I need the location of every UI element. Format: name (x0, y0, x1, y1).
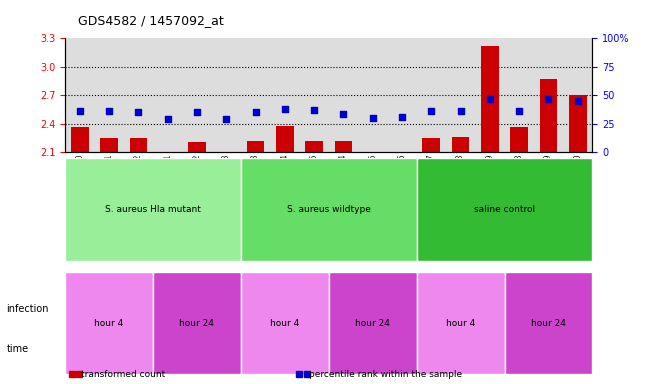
Bar (335, 141, 352, 152)
Bar (422, 138, 440, 152)
Point (543, 96, 553, 102)
FancyBboxPatch shape (417, 272, 505, 374)
Bar (100, 138, 118, 152)
Text: time: time (7, 344, 29, 354)
Text: hour 4: hour 4 (446, 319, 475, 328)
Point (572, 98, 583, 104)
Bar (188, 142, 206, 152)
Text: percentile rank within the sample: percentile rank within the sample (309, 370, 462, 379)
Point (250, 109, 260, 116)
Point (191, 109, 202, 116)
Bar (569, 95, 587, 152)
Bar (510, 127, 528, 152)
FancyBboxPatch shape (329, 272, 417, 374)
Text: S. aureus wildtype: S. aureus wildtype (287, 205, 370, 214)
Bar (305, 141, 323, 152)
Text: hour 4: hour 4 (270, 319, 299, 328)
FancyBboxPatch shape (241, 272, 329, 374)
Text: GDS4582 / 1457092_at: GDS4582 / 1457092_at (78, 14, 224, 27)
FancyBboxPatch shape (65, 272, 153, 374)
Point (514, 108, 524, 114)
Text: saline control: saline control (474, 205, 535, 214)
Point (426, 108, 436, 114)
Point (396, 114, 408, 120)
FancyBboxPatch shape (241, 158, 417, 261)
Text: infection: infection (7, 304, 49, 314)
Point (339, 111, 349, 117)
Bar (130, 138, 147, 152)
Point (367, 115, 378, 121)
FancyBboxPatch shape (505, 272, 592, 374)
Point (133, 109, 143, 116)
Point (104, 108, 115, 114)
Text: transformed count: transformed count (81, 370, 165, 379)
Text: hour 24: hour 24 (355, 319, 390, 328)
Point (163, 116, 173, 122)
FancyBboxPatch shape (417, 158, 592, 261)
Bar (247, 141, 264, 152)
Point (309, 107, 319, 113)
Bar (481, 46, 499, 152)
Text: hour 24: hour 24 (531, 319, 566, 328)
Point (455, 108, 465, 114)
FancyBboxPatch shape (65, 158, 241, 261)
Bar (276, 126, 294, 152)
Text: hour 24: hour 24 (180, 319, 214, 328)
Bar (540, 79, 557, 152)
FancyBboxPatch shape (153, 272, 241, 374)
Text: S. aureus Hla mutant: S. aureus Hla mutant (105, 205, 201, 214)
Point (484, 96, 495, 102)
Text: hour 4: hour 4 (94, 319, 124, 328)
Point (221, 116, 232, 122)
Point (280, 106, 290, 112)
Point (74, 108, 85, 114)
Bar (452, 137, 469, 152)
Bar (71, 127, 89, 152)
